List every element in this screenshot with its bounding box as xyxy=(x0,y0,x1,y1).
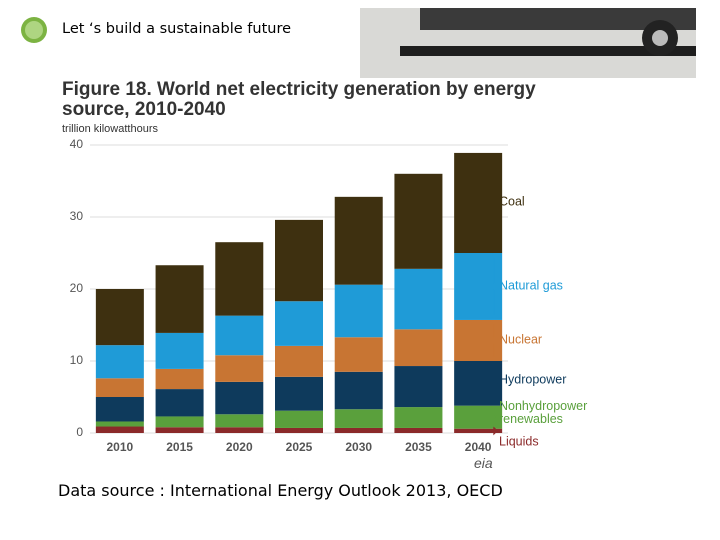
legend-brace xyxy=(489,405,498,429)
bar-segment xyxy=(394,268,443,330)
legend-brace xyxy=(489,320,498,361)
footer-source: Data source : International Energy Outlo… xyxy=(58,481,503,500)
bar-segment xyxy=(95,426,144,433)
bar-segment xyxy=(95,289,144,346)
bar-segment xyxy=(394,329,443,367)
bar-segment xyxy=(275,301,323,346)
y-tick-label: 0 xyxy=(76,425,83,439)
bar-segment xyxy=(155,427,204,433)
x-tick-label: 2015 xyxy=(166,440,193,454)
y-axis-label: trillion kilowatthours xyxy=(62,123,158,135)
y-tick-label: 40 xyxy=(70,137,84,151)
bar-segment xyxy=(155,265,204,333)
bar-segment xyxy=(454,405,503,429)
y-tick-label: 30 xyxy=(70,209,84,223)
bar-segment xyxy=(394,427,443,433)
legend-label: Hydropower xyxy=(499,372,567,387)
bar-segment xyxy=(454,428,503,433)
globe-icon xyxy=(21,17,47,43)
legend-label: Coal xyxy=(499,194,525,209)
bar-segment xyxy=(275,427,323,433)
bar-segment xyxy=(394,366,443,408)
legend-brace xyxy=(489,153,498,253)
bar-segment xyxy=(215,242,264,316)
legend-label: Liquids xyxy=(499,434,539,449)
bar-segment xyxy=(95,421,144,427)
bar-segment xyxy=(275,410,323,428)
bar-segment xyxy=(334,284,383,338)
bar-segment xyxy=(215,381,264,415)
x-tick-label: 2010 xyxy=(107,440,134,454)
legend-label: Nonhydropower renewables xyxy=(499,399,588,426)
bar-segment xyxy=(454,361,503,406)
y-tick-label: 20 xyxy=(70,281,84,295)
bar-segment xyxy=(334,409,383,428)
bar-segment xyxy=(215,414,264,428)
bar-segment xyxy=(275,219,323,302)
bar-segment xyxy=(155,416,204,428)
bar-segment xyxy=(454,319,503,361)
bar-segment xyxy=(334,371,383,410)
bar-segment xyxy=(95,397,144,422)
bar-segment xyxy=(275,345,323,377)
bar-segment xyxy=(394,173,443,269)
bar-segment xyxy=(454,253,503,320)
bar-segment xyxy=(95,378,144,397)
chart-title: Figure 18. World net electricity generat… xyxy=(62,79,536,120)
x-tick-label: 2020 xyxy=(226,440,253,454)
source-logo: eia xyxy=(474,455,493,471)
legend-brace xyxy=(489,361,498,406)
bar-segment xyxy=(394,407,443,428)
legend-label: Nuclear xyxy=(499,332,543,347)
bar-segment xyxy=(155,389,204,417)
bar-segment xyxy=(215,427,264,433)
bar-segment xyxy=(215,315,264,356)
header-title: Let ‘s build a sustainable future xyxy=(62,21,292,37)
legend-brace xyxy=(489,253,498,320)
bar-segment xyxy=(215,355,264,382)
x-tick-label: 2040 xyxy=(465,440,492,454)
bar-segment xyxy=(334,337,383,372)
x-tick-label: 2035 xyxy=(405,440,432,454)
bar-segment xyxy=(334,196,383,285)
bar-segment xyxy=(155,332,204,369)
y-tick-label: 10 xyxy=(70,353,84,367)
legend-brace xyxy=(489,426,498,436)
bar-segment xyxy=(334,427,383,433)
x-tick-label: 2030 xyxy=(345,440,372,454)
x-tick-label: 2025 xyxy=(286,440,313,454)
bar-segment xyxy=(95,345,144,379)
bar-segment xyxy=(454,152,503,253)
bar-segment xyxy=(275,376,323,411)
legend-label: Natural gas xyxy=(499,278,563,293)
photo xyxy=(360,8,696,78)
bar-segment xyxy=(155,368,204,390)
